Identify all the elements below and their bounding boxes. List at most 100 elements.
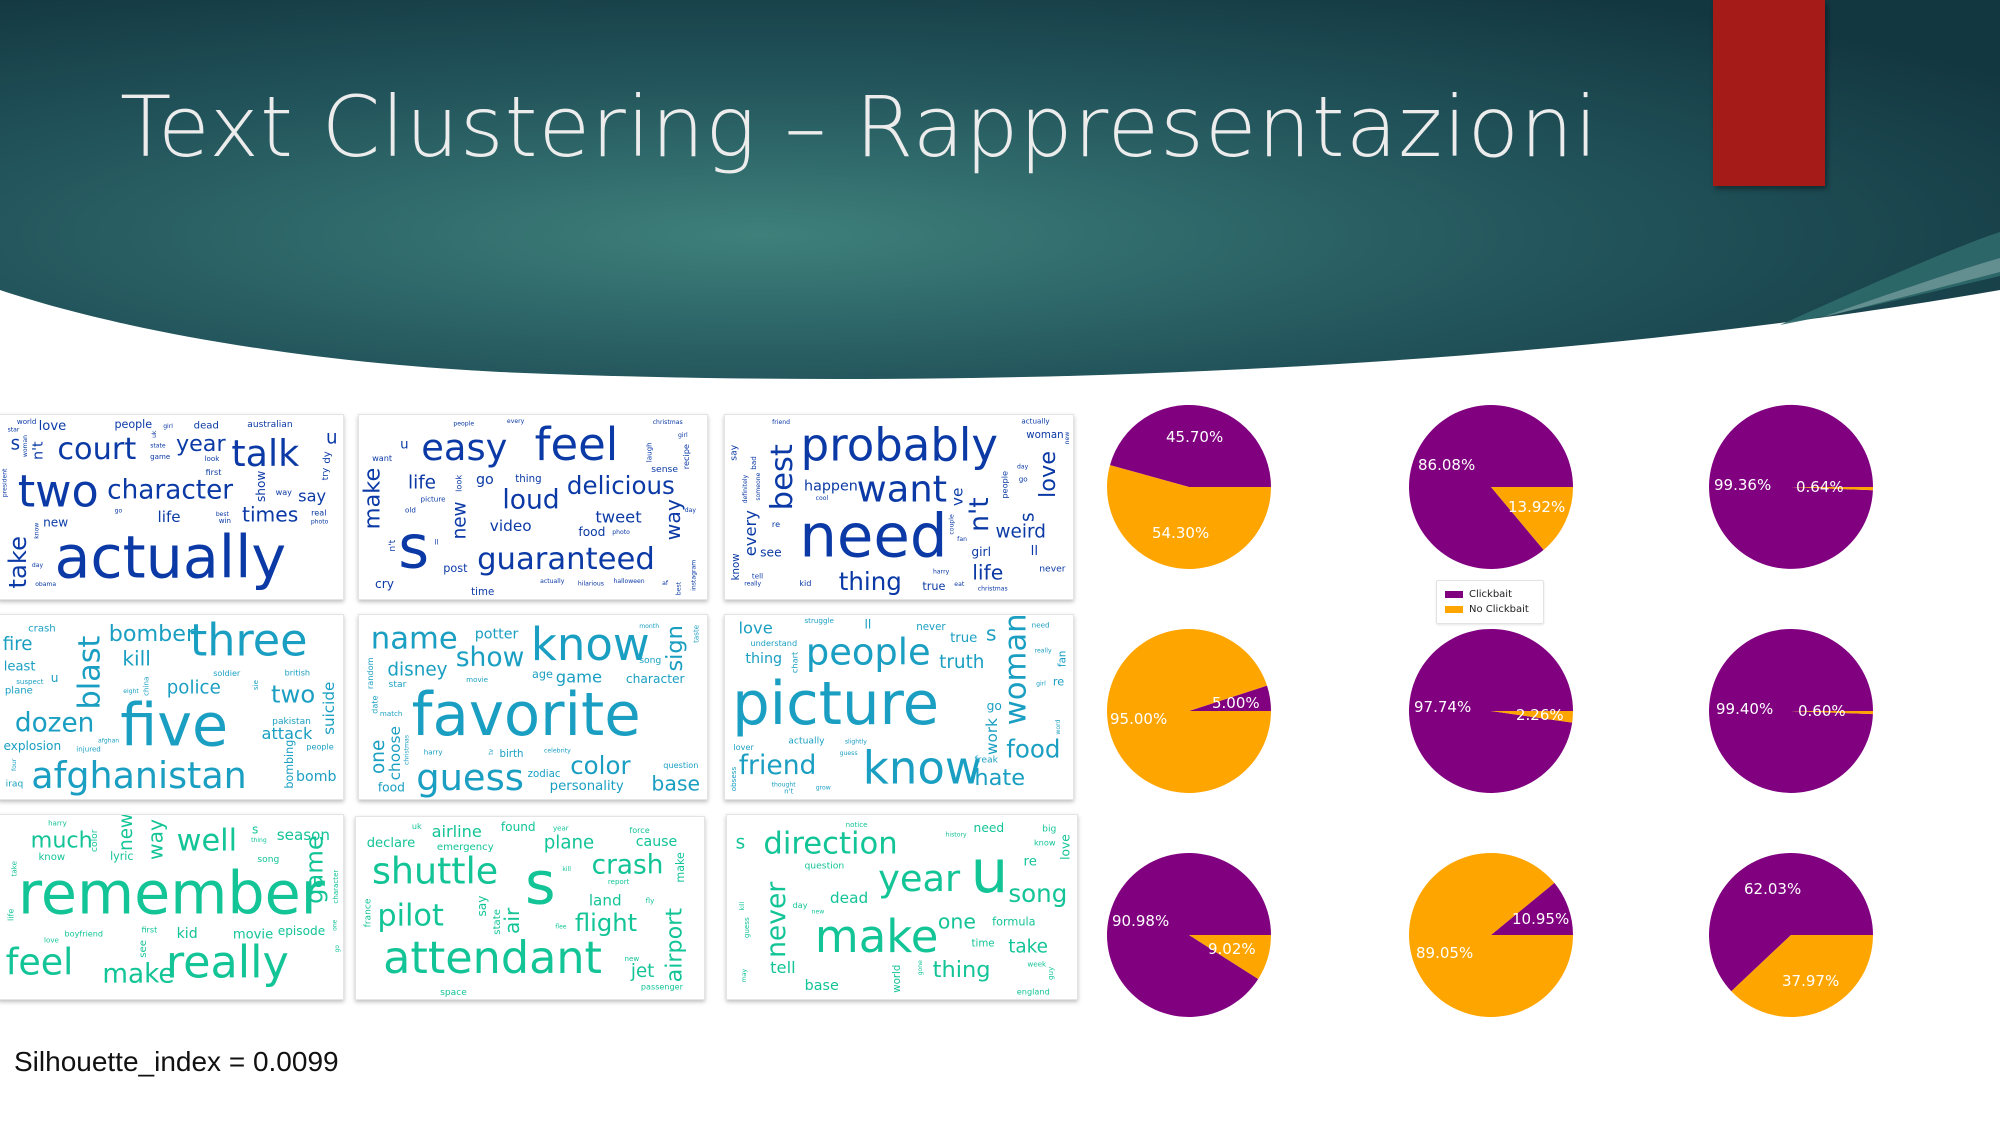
- wordcloud-word: fire: [3, 634, 33, 655]
- page-title: Text Clustering – Rappresentazioni: [120, 78, 1599, 176]
- pie-label: 89.05%: [1416, 944, 1474, 962]
- pie-slice-clickbait: [1189, 685, 1271, 711]
- wordcloud-word: year: [553, 824, 569, 833]
- wordcloud-word: game: [556, 668, 602, 687]
- wordcloud-word: new: [1064, 432, 1071, 445]
- wordcloud-word: go: [476, 472, 494, 488]
- wordcloud-word: woman: [998, 615, 1033, 725]
- pie-slice-no-clickbait: [1189, 935, 1271, 980]
- wordcloud-word: best: [765, 444, 800, 510]
- pie-slice-clickbait: [1709, 404, 1873, 569]
- pie-slice-clickbait: [1491, 882, 1573, 935]
- pie-slice-no-clickbait: [1731, 935, 1873, 1018]
- wordcloud-word: favorite: [412, 680, 641, 749]
- wordcloud-word: tell: [770, 958, 796, 977]
- wordcloud-word: weird: [995, 522, 1045, 543]
- wordcloud-word: look: [454, 475, 464, 492]
- wordcloud-word: people: [114, 418, 152, 431]
- pie-chart-2: [1409, 405, 1573, 570]
- wordcloud-word: france: [364, 898, 374, 927]
- pie-label: 86.08%: [1418, 456, 1476, 474]
- wordcloud-word: guaranteed: [477, 542, 655, 577]
- wordcloud-8: s attendant shuttle pilot crash flight airport…: [355, 816, 705, 1000]
- pie-chart-7: [1107, 852, 1271, 1017]
- wordcloud-word: woman: [22, 435, 29, 457]
- wordcloud-word: question: [804, 861, 844, 872]
- wordcloud-word: color: [90, 829, 100, 852]
- wordcloud-word: christmas: [653, 419, 683, 426]
- wordcloud-word: really: [1035, 647, 1052, 654]
- wordcloud-word: guess: [742, 917, 751, 938]
- wordcloud-word: actually: [788, 736, 825, 747]
- wordcloud-word: show: [456, 642, 525, 673]
- wordcloud-word: dead: [194, 420, 219, 431]
- wordcloud-word: s: [525, 850, 556, 918]
- wordcloud-word: remember: [18, 859, 326, 927]
- pie-label: 95.00%: [1110, 710, 1168, 728]
- wordcloud-word: flight: [575, 908, 637, 937]
- wordcloud-word: look: [205, 454, 221, 463]
- wordcloud-word: crash: [28, 624, 56, 635]
- wordcloud-word: age: [532, 668, 553, 681]
- wordcloud-word: best: [676, 581, 683, 595]
- pie-slice-no-clickbait: [1491, 487, 1573, 550]
- wordcloud-word: airline: [432, 822, 482, 841]
- wordcloud-word: pilot: [377, 898, 444, 933]
- wordcloud-word: friend: [772, 419, 790, 426]
- wordcloud-word: guy: [1046, 966, 1055, 980]
- wordcloud-word: love: [1058, 834, 1072, 860]
- wordcloud-word: feel: [535, 418, 619, 471]
- wordcloud-word: movie: [466, 675, 489, 684]
- wordcloud-word: post: [443, 562, 468, 575]
- wordcloud-canvas: s attendant shuttle pilot crash flight airport…: [364, 820, 688, 998]
- wordcloud-word: ll: [1031, 544, 1038, 559]
- wordcloud-word: afghanistan: [31, 754, 246, 797]
- wordcloud-word: obama: [35, 581, 56, 588]
- pie-slice-clickbait: [1409, 628, 1573, 793]
- wordcloud-word: win: [219, 516, 231, 525]
- wordcloud-word: want: [372, 453, 392, 463]
- wordcloud-word: times: [242, 502, 298, 526]
- wordcloud-word: eat: [954, 581, 965, 588]
- wordcloud-word: s: [11, 433, 20, 454]
- pie-label: 13.92%: [1508, 498, 1566, 516]
- wordcloud-word: love: [44, 936, 59, 945]
- wordcloud-word: life: [158, 508, 181, 526]
- wordcloud-word: personality: [550, 779, 624, 794]
- wordcloud-word: flee: [555, 923, 567, 930]
- wordcloud-word: choose: [386, 726, 404, 780]
- wordcloud-word: s: [736, 833, 746, 854]
- wordcloud-word: formula: [992, 916, 1035, 929]
- wordcloud-word: thing: [933, 957, 991, 983]
- wordcloud-word: people: [999, 471, 1009, 499]
- chart-legend: Clickbait No Clickbait: [1436, 580, 1544, 624]
- wordcloud-word: new: [116, 815, 137, 851]
- wordcloud-word: direction: [763, 827, 897, 862]
- wordcloud-1: actually two talk court character take year tim…: [0, 414, 344, 600]
- wordcloud-word: lover: [733, 742, 754, 752]
- pie-slice-no-clickbait: [1791, 487, 1873, 491]
- wordcloud-word: hilarious: [578, 581, 604, 588]
- wordcloud-word: want: [857, 467, 947, 510]
- wordcloud-word: one: [368, 740, 389, 774]
- wordcloud-word: thing: [745, 651, 782, 667]
- wordcloud-word: bomber: [109, 621, 196, 647]
- wordcloud-word: plane: [544, 832, 595, 853]
- wordcloud-word: cool: [816, 495, 829, 502]
- wordcloud-word: love: [1035, 451, 1061, 498]
- wordcloud-word: world: [17, 417, 36, 426]
- wordcloud-word: movie: [233, 927, 273, 942]
- wordcloud-word: harry: [424, 747, 444, 756]
- wordcloud-word: slightly: [845, 739, 867, 746]
- wordcloud-word: force: [629, 825, 649, 835]
- pie-chart-6: [1709, 628, 1873, 793]
- wordcloud-word: n't: [784, 787, 793, 796]
- wordcloud-word: taste: [692, 624, 701, 643]
- wordcloud-word: make: [102, 960, 174, 990]
- wordcloud-word: every: [507, 418, 525, 425]
- pie-label: 5.00%: [1212, 694, 1260, 712]
